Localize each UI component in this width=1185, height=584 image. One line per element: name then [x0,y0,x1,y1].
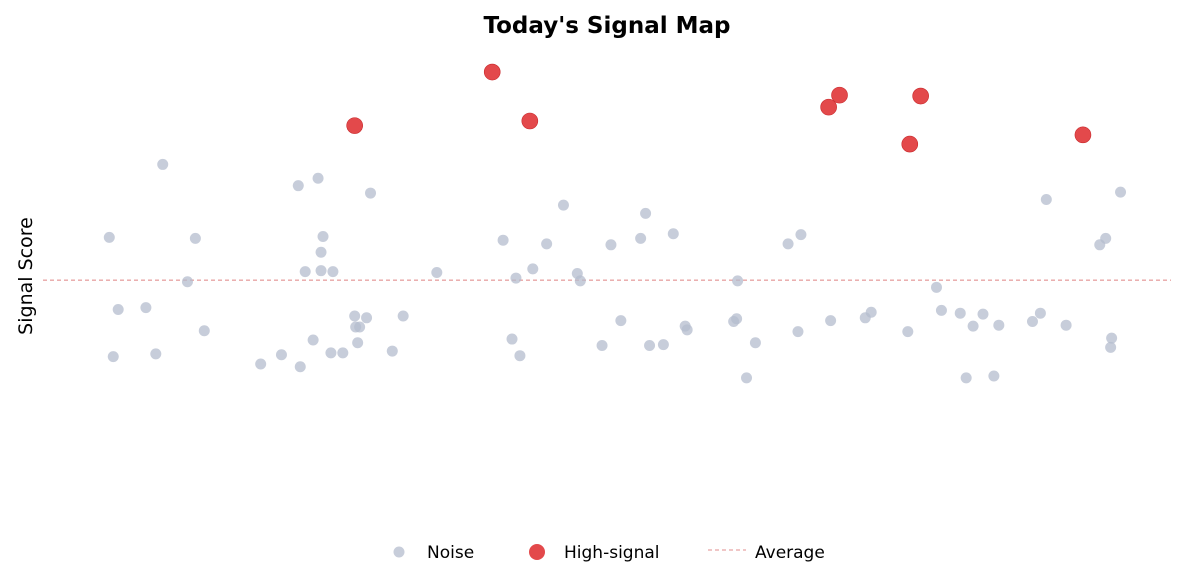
noise-point-3 [140,302,152,314]
noise-point-24 [352,337,364,349]
noise-point-26 [361,312,373,324]
high-signal-point-6 [912,87,929,105]
noise-point-62 [930,281,942,293]
noise-point-31 [497,234,509,246]
legend-high-signal-label: High-signal [564,543,660,563]
noise-point-22 [349,310,361,322]
noise-point-51 [731,313,743,325]
y-axis-label: Signal Score [15,217,37,335]
noise-point-32 [506,333,518,345]
noise-point-29 [397,310,409,322]
noise-point-75 [1100,232,1112,244]
high-signal-point-2 [521,112,539,130]
noise-point-19 [325,347,337,359]
noise-point-76 [1105,341,1117,353]
noise-point-53 [741,372,753,384]
noise-point-58 [825,315,837,327]
noise-point-9 [255,358,267,370]
noise-point-1 [107,351,119,363]
noise-point-41 [605,239,617,251]
noise-point-34 [514,350,526,362]
noise-point-71 [1034,307,1046,319]
noise-point-43 [635,232,647,244]
noise-point-45 [644,340,656,352]
noise-point-21 [337,347,349,359]
noise-point-73 [1060,319,1072,331]
noise-point-54 [749,337,761,349]
legend-high-signal-marker [529,544,545,560]
high-signal-point-0 [346,117,363,134]
noise-point-11 [292,180,304,192]
chart-title: Today's Signal Map [483,13,730,39]
noise-point-10 [275,349,287,361]
plot-area [43,63,1171,384]
noise-point-27 [365,187,377,199]
noise-point-33 [510,272,522,284]
noise-point-18 [317,230,329,242]
legend: Noise High-signal Average [393,543,825,563]
noise-point-4 [150,348,162,360]
noise-point-63 [935,304,947,316]
noise-point-61 [902,326,914,338]
high-signal-point-5 [901,135,919,153]
noise-point-16 [315,246,327,258]
noise-point-78 [1115,186,1127,198]
legend-average-label: Average [755,543,825,563]
legend-noise-marker [393,546,405,558]
noise-point-36 [541,238,553,250]
high-signal-point-1 [483,63,501,81]
high-signal-point-7 [1074,126,1092,144]
noise-point-47 [667,228,679,240]
noise-point-44 [640,207,652,219]
noise-point-2 [112,303,124,315]
noise-point-72 [1040,194,1052,206]
noise-point-49 [681,324,693,336]
high-signal-point-4 [831,86,848,104]
noise-point-65 [960,372,972,384]
high-signal-point-3 [820,98,837,116]
noise-point-64 [954,307,966,319]
noise-point-60 [865,306,877,318]
noise-series [103,158,1127,384]
noise-point-70 [1026,316,1038,328]
noise-point-77 [1106,332,1118,344]
noise-point-13 [299,266,311,278]
noise-point-14 [307,334,319,346]
noise-point-56 [792,326,804,338]
noise-point-15 [312,172,324,184]
noise-point-6 [181,276,193,288]
noise-point-20 [327,266,339,278]
noise-point-37 [557,199,569,211]
noise-point-0 [103,231,115,243]
noise-point-12 [294,361,306,373]
noise-point-8 [198,325,210,337]
noise-point-67 [977,308,989,320]
noise-point-66 [967,320,979,332]
noise-point-40 [596,340,608,352]
noise-point-69 [993,319,1005,331]
noise-point-55 [782,238,794,250]
noise-point-52 [732,275,744,287]
noise-point-57 [795,229,807,241]
noise-point-30 [431,267,443,279]
noise-point-25 [354,321,366,333]
noise-point-28 [386,345,398,357]
noise-point-39 [574,275,586,287]
noise-point-7 [189,232,201,244]
noise-point-35 [527,263,539,275]
legend-noise-label: Noise [427,543,474,563]
noise-point-46 [657,339,669,351]
noise-point-68 [988,370,1000,382]
noise-point-42 [615,315,627,327]
high-signal-series [346,63,1092,153]
noise-point-17 [315,265,327,277]
noise-point-5 [157,158,169,170]
